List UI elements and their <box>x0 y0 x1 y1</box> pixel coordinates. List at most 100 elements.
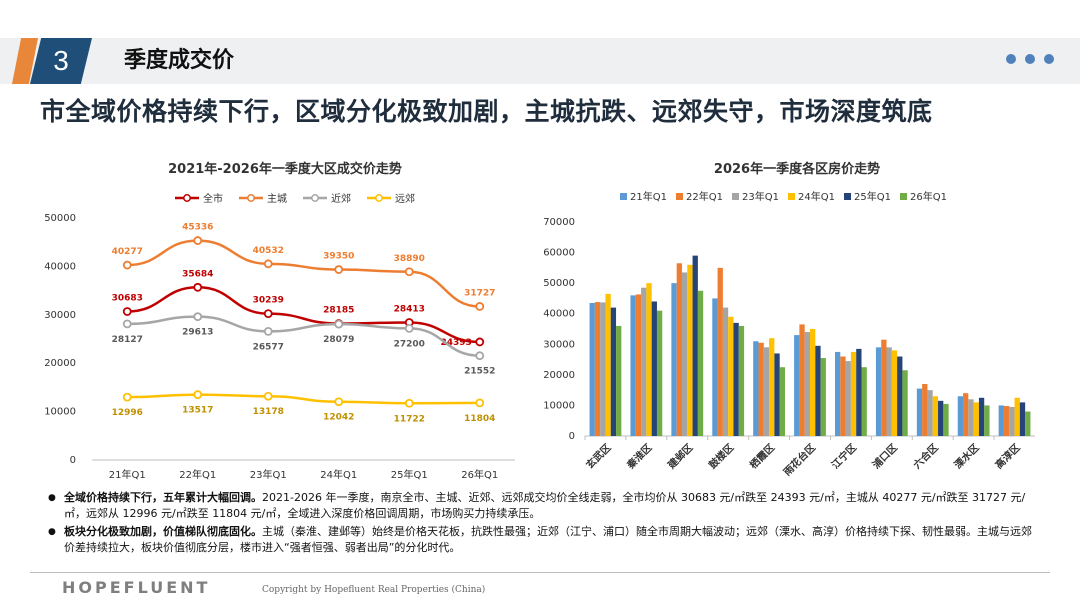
data-label: 28413 <box>394 304 425 314</box>
bar <box>589 303 595 436</box>
x-tick-label: 高淳区 <box>992 441 1022 471</box>
data-label: 11722 <box>394 414 425 424</box>
bar-chart-title: 2026年一季度各区房价走势 <box>714 161 880 177</box>
bar-chart-container: 2026年一季度各区房价走势 21年Q1 22年Q1 23年Q1 24年Q1 25年Q1… <box>535 150 1045 489</box>
x-tick-label: 秦淮区 <box>623 441 654 472</box>
bar <box>646 283 652 436</box>
line-chart-container: 2021年-2026年一季度大区成交价走势 全市 主城 近郊 远郊 0 10000 200… <box>30 150 530 489</box>
bar <box>1003 406 1010 436</box>
y-tick-label: 0 <box>70 455 76 466</box>
data-point <box>334 397 344 407</box>
bar <box>697 290 704 436</box>
bullet-text: 主城（秦淮、建邺等）始终是价格天花板，抗跌性最强；近郊（江宁、浦口）随全市周期大… <box>64 525 1032 554</box>
data-label: 45336 <box>182 223 213 233</box>
bar <box>630 295 636 436</box>
bar <box>998 405 1004 436</box>
line-chart: 2021年-2026年一季度大区成交价走势 全市 主城 近郊 远郊 0 10000 200… <box>44 161 515 481</box>
bar <box>605 293 611 436</box>
data-point <box>475 351 485 361</box>
y-tick-label: 20000 <box>543 370 575 381</box>
series-line <box>127 393 480 405</box>
bar <box>712 298 718 436</box>
dot <box>1006 54 1016 64</box>
bar <box>635 294 642 436</box>
bar <box>840 356 846 436</box>
data-label: 31727 <box>464 288 495 298</box>
legend-swatch <box>732 193 739 200</box>
bar <box>594 302 601 436</box>
data-label: 27200 <box>394 339 425 349</box>
data-point <box>404 323 414 333</box>
bar <box>916 388 923 436</box>
data-point <box>193 236 203 245</box>
x-tick-label: 21年Q1 <box>109 468 146 481</box>
bullet-item: 全域价格持续下行，五年累计大幅回调。2021-2026 年一季度，南京全市、主城… <box>48 490 1038 522</box>
legend-swatch <box>788 193 795 200</box>
y-tick-label: 30000 <box>543 339 575 350</box>
bar <box>758 342 764 436</box>
data-point <box>475 337 485 347</box>
x-tick-label: 玄武区 <box>583 441 613 471</box>
data-point <box>334 265 344 274</box>
bullet-item: 板块分化极致加剧，价值梯队彻底固化。主城（秦淮、建邺等）始终是价格天花板，抗跌性… <box>48 524 1038 556</box>
bar <box>799 324 805 436</box>
data-point <box>122 392 132 402</box>
bar <box>815 345 821 436</box>
data-point <box>193 282 203 292</box>
bar <box>835 351 841 436</box>
bar <box>886 347 892 436</box>
header-bar <box>0 38 1080 84</box>
x-tick-label: 22年Q1 <box>179 468 216 481</box>
legend-marker <box>375 194 383 202</box>
bar <box>810 329 816 436</box>
bar <box>820 358 826 436</box>
x-tick-label: 栖霞区 <box>747 441 777 471</box>
bar <box>717 267 723 436</box>
bar <box>978 397 985 436</box>
data-point <box>404 398 414 408</box>
bar <box>938 400 944 436</box>
bar <box>804 332 810 436</box>
bullet-bold: 板块分化极致加剧，价值梯队彻底固化。 <box>64 525 262 538</box>
bar <box>692 255 698 436</box>
bar <box>1009 406 1015 436</box>
data-point <box>122 319 132 329</box>
bar <box>856 348 862 436</box>
summary-bullets: 全域价格持续下行，五年累计大幅回调。2021-2026 年一季度，南京全市、主城… <box>48 490 1038 558</box>
line-chart-series: 30683 35684 30239 28185 28413 24393 40277 45336… <box>112 223 496 425</box>
y-tick-label: 40000 <box>543 309 575 320</box>
bar <box>957 396 964 436</box>
bar <box>943 403 949 436</box>
bar <box>656 310 663 436</box>
data-label: 12996 <box>112 408 143 418</box>
data-label: 30239 <box>253 296 284 306</box>
bullet-bold: 全域价格持续下行，五年累计大幅回调。 <box>64 491 262 504</box>
x-tick-label: 浦口区 <box>870 441 900 471</box>
bar <box>845 361 851 436</box>
legend-label: 25年Q1 <box>854 190 891 203</box>
bar <box>651 301 657 436</box>
y-tick-label: 0 <box>569 431 575 442</box>
bar-chart-series <box>589 255 1031 436</box>
data-label: 21552 <box>464 367 495 377</box>
section-title: 季度成交价 <box>124 48 235 73</box>
data-label: 11804 <box>464 414 495 424</box>
bar <box>861 367 867 436</box>
data-label: 12042 <box>323 413 354 423</box>
data-point <box>122 260 132 270</box>
more-dots-icon <box>1006 54 1054 64</box>
bar <box>932 396 939 436</box>
footer-logo: HOPEFLUENT <box>62 578 211 597</box>
series-line <box>127 286 480 344</box>
series-line <box>127 239 480 308</box>
data-label: 24393 <box>440 338 471 348</box>
legend-label: 主城 <box>267 193 287 205</box>
data-point <box>263 326 273 336</box>
y-tick-label: 50000 <box>543 278 575 289</box>
bar <box>902 370 908 436</box>
y-tick-label: 70000 <box>543 217 575 228</box>
bar <box>610 307 617 436</box>
bar <box>774 353 780 436</box>
legend-swatch <box>844 193 851 200</box>
